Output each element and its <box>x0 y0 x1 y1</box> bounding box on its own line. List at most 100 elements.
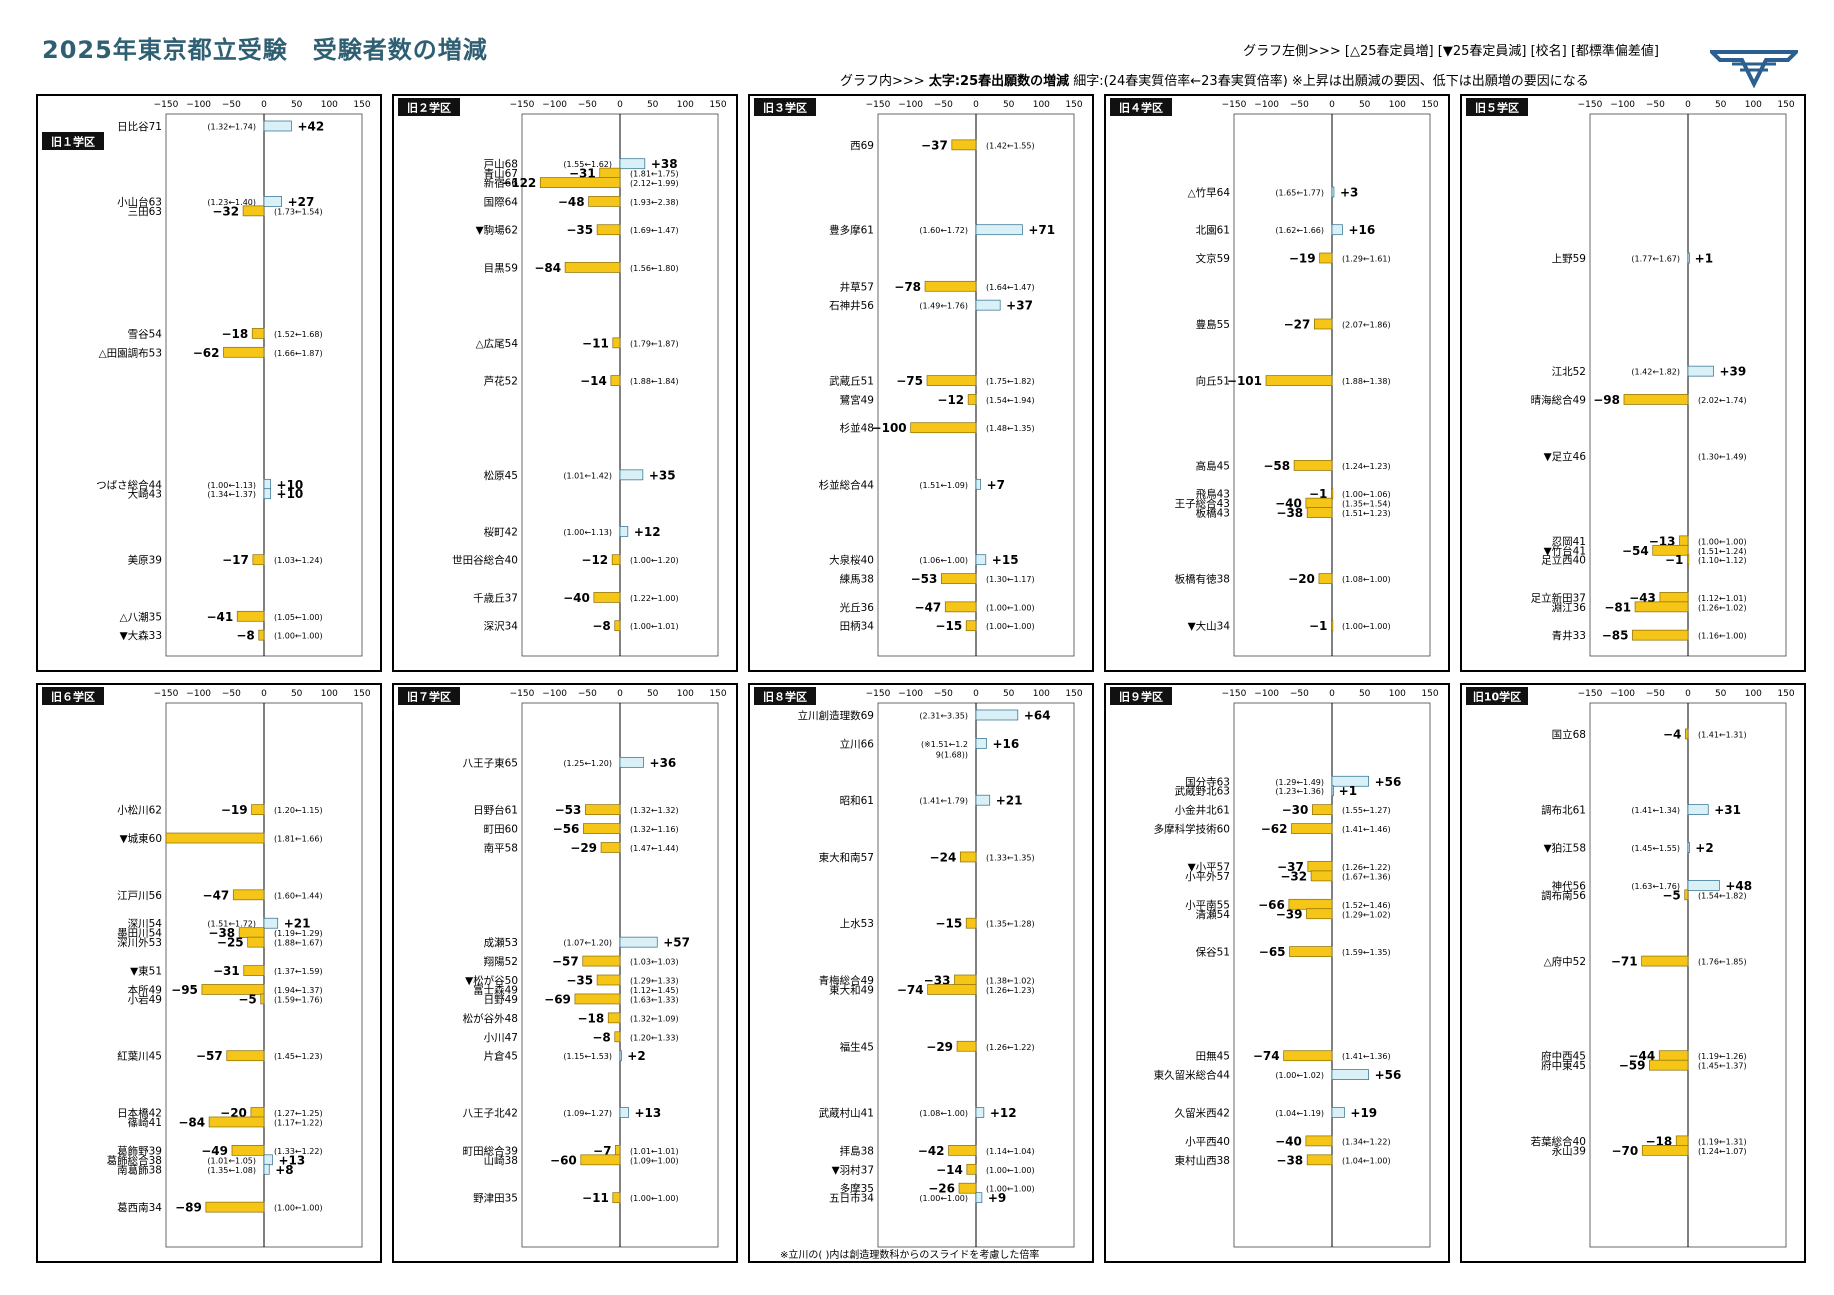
ratio-label: (1.60←1.44) <box>274 891 323 900</box>
school-name: 世田谷総合40 <box>452 554 518 567</box>
x-tick-label: −150 <box>154 689 179 699</box>
bar <box>1305 497 1333 509</box>
bar <box>975 1107 985 1118</box>
bar <box>231 1145 265 1156</box>
district-chart: −150 −100 −50 0 50 100 150 旧１学区 日比谷71 +42 (1.32←1.… <box>42 100 371 657</box>
bar <box>251 328 265 339</box>
ratio-label: (1.00←1.00) <box>630 1194 679 1203</box>
bar <box>926 375 977 386</box>
value-label: −38 <box>208 926 235 940</box>
school-name: △竹早64 <box>1188 186 1231 199</box>
ratio-label: (1.06←1.00) <box>919 556 968 565</box>
ratio-label: (1.76←1.85) <box>1698 958 1747 967</box>
bar <box>965 917 977 929</box>
school-name: 文京59 <box>1196 252 1230 265</box>
ratio-label: (1.12←1.01) <box>1698 594 1747 603</box>
x-tick-label: 100 <box>677 100 694 110</box>
ratio-label: (1.04←1.19) <box>1275 1109 1324 1118</box>
value-label: +2 <box>627 1049 645 1063</box>
ratio-label: (1.00←1.00) <box>986 1166 1035 1175</box>
school-name: 美原39 <box>128 554 162 567</box>
district-panel: −150 −100 −50 0 50 100 150 旧６学区 小松川62 −19 (1.20←1.… <box>36 683 382 1263</box>
ratio-label: (1.19←1.29) <box>274 929 323 938</box>
value-label: +1 <box>1339 784 1357 798</box>
school-name: 豊島55 <box>1196 318 1230 331</box>
school-name: 目黒59 <box>484 262 518 274</box>
value-label: +42 <box>297 120 324 134</box>
district-label: 旧９学区 <box>1110 687 1172 705</box>
bar <box>165 832 265 844</box>
school-name: 三田63 <box>128 206 162 218</box>
value-label: +36 <box>650 756 677 770</box>
district-label-bg <box>1466 687 1528 705</box>
school-name: 石神井56 <box>829 299 874 312</box>
school-name: 府中西45 <box>1541 1050 1586 1063</box>
ratio-label: (1.08←1.00) <box>919 1109 968 1118</box>
district-label: 旧８学区 <box>754 687 816 705</box>
value-label: −32 <box>212 204 239 218</box>
school-name: 紅葉川45 <box>117 1050 162 1063</box>
x-tick-label: 50 <box>1003 100 1015 110</box>
ratio-label: (1.48←1.35) <box>986 424 1035 433</box>
bar <box>614 1031 621 1043</box>
value-label: −60 <box>550 1153 577 1167</box>
value-label: +56 <box>1375 775 1402 789</box>
value-label: −13 <box>1649 534 1676 548</box>
ratio-label: (1.00←1.00) <box>986 1185 1035 1194</box>
ratio-label: (1.45←1.55) <box>1631 844 1680 853</box>
ratio-label: (1.29←1.02) <box>1342 910 1391 919</box>
school-name: 町田総合39 <box>463 1144 518 1157</box>
school-name: ▼羽村37 <box>832 1163 874 1176</box>
ratio-label: (1.41←1.79) <box>919 797 968 806</box>
panel-note: ※立川の( )内は創造理数科からのスライドを考慮した倍率 <box>780 1248 1039 1261</box>
bar <box>1687 252 1690 264</box>
bar <box>1632 629 1689 641</box>
x-tick-label: −50 <box>934 689 953 699</box>
bar <box>1293 460 1333 471</box>
school-name: 小松川62 <box>117 804 162 817</box>
school-name: 国分寺63 <box>1185 776 1230 788</box>
legend-in-graph: グラフ内>>> 太字:25春出願数の増減 細字:(24春実質倍率←23春実質倍率… <box>840 70 1589 89</box>
value-label: −27 <box>1284 318 1311 332</box>
bar <box>1659 592 1689 603</box>
school-name: 小川47 <box>484 1032 518 1044</box>
x-tick-label: 100 <box>1745 689 1762 699</box>
bar <box>599 167 621 179</box>
school-name: 葛飾野39 <box>117 1144 162 1157</box>
x-tick-label: −50 <box>578 100 597 110</box>
bar <box>1306 507 1333 518</box>
bar <box>1265 375 1333 386</box>
value-label: −89 <box>175 1201 202 1215</box>
value-label: −19 <box>1289 252 1316 266</box>
school-name: 足立新田37 <box>1531 591 1586 604</box>
value-label: +19 <box>1350 1106 1377 1120</box>
value-label: −43 <box>1629 591 1656 605</box>
value-label: +39 <box>1719 365 1746 379</box>
bar <box>1318 573 1333 584</box>
ratio-label: (1.00←1.13) <box>207 481 256 490</box>
x-tick-label: −100 <box>1610 689 1635 699</box>
ratio-label: (1.00←1.00) <box>1342 622 1391 631</box>
bar <box>1687 365 1714 377</box>
value-label: −69 <box>544 992 571 1006</box>
school-name: 日比谷71 <box>117 120 162 133</box>
district-label: 旧５学区 <box>1466 98 1528 116</box>
x-tick-label: −50 <box>222 689 241 699</box>
bar <box>1331 186 1335 198</box>
ratio-label: (1.42←1.55) <box>986 141 1035 150</box>
ratio-label: (2.31←3.35) <box>919 712 968 721</box>
school-name: 永山39 <box>1552 1144 1586 1157</box>
x-tick-label: −100 <box>898 689 923 699</box>
district-label: 旧３学区 <box>754 98 816 116</box>
value-label: −20 <box>1288 572 1315 586</box>
school-name: 葛飾総合38 <box>107 1154 162 1167</box>
bar <box>1675 1135 1689 1147</box>
x-tick-label: −100 <box>1610 100 1635 110</box>
ratio-label: (1.20←1.33) <box>630 1033 679 1042</box>
school-name: 山崎38 <box>484 1154 518 1167</box>
bar <box>596 974 621 986</box>
ratio-label: (1.63←1.76) <box>1631 882 1680 891</box>
